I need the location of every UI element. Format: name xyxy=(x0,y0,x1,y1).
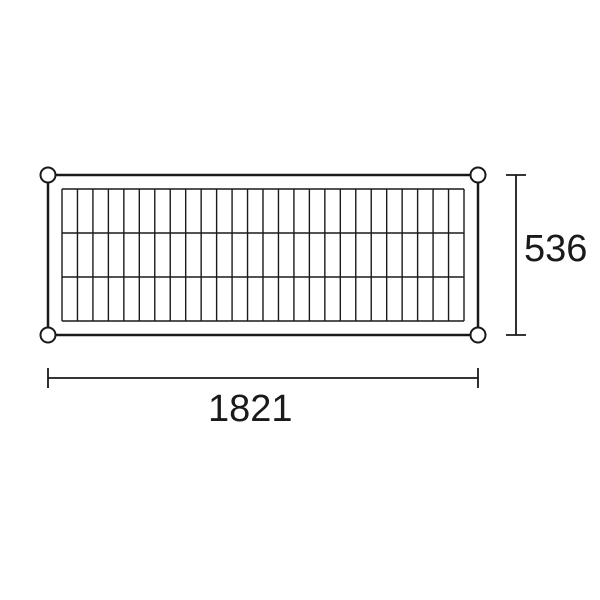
height-dimension-label: 536 xyxy=(524,228,587,271)
shelf-drawing xyxy=(0,0,600,600)
width-dimension-label: 1821 xyxy=(208,388,293,431)
diagram-stage: 1821 536 xyxy=(0,0,600,600)
